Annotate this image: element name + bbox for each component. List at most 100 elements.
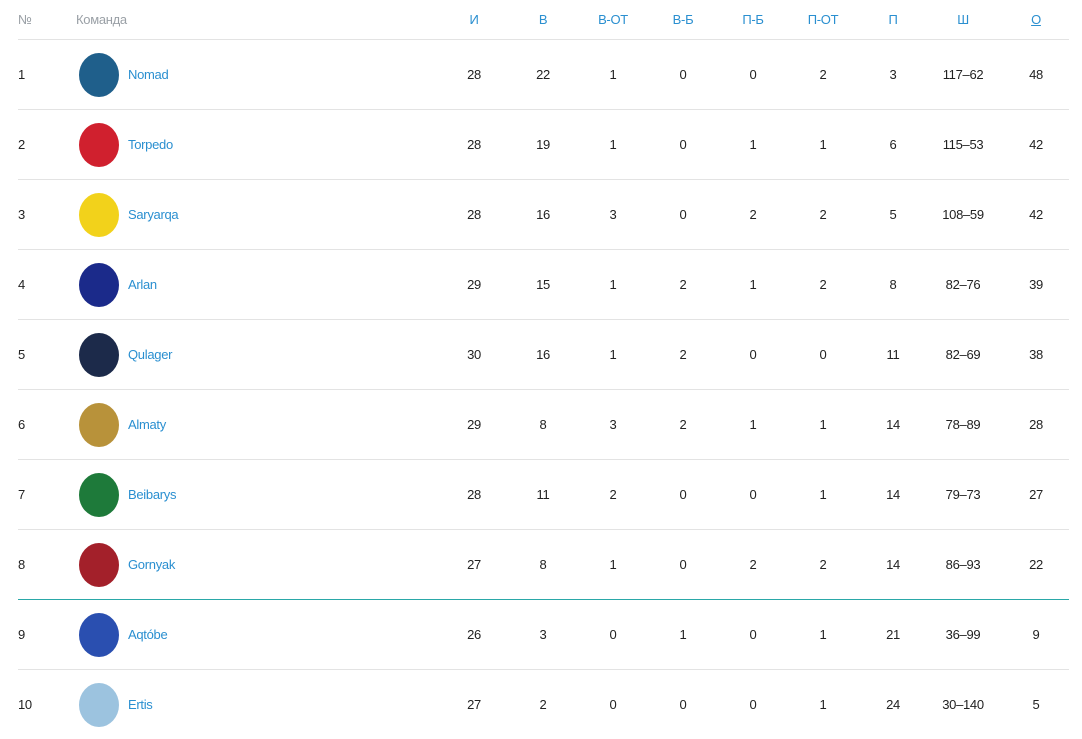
cell-goals: 79–73: [945, 487, 981, 502]
team-logo-icon[interactable]: [76, 120, 122, 170]
cell-otw: 1: [609, 277, 617, 292]
cell-otw: 1: [609, 137, 617, 152]
team-logo-icon[interactable]: [76, 610, 122, 660]
table-header: № Команда И В В-ОТ В-Б П-Б П-ОТ П Ш О: [18, 0, 1069, 40]
team-name-link[interactable]: Almaty: [128, 417, 166, 432]
cell-sow: 1: [679, 627, 687, 642]
team-cell: Nomad: [76, 40, 376, 109]
header-otl[interactable]: П-ОТ: [807, 12, 839, 27]
team-name-link[interactable]: Ertis: [128, 697, 153, 712]
cell-otl: 2: [819, 207, 827, 222]
cell-otw: 3: [609, 207, 617, 222]
cell-gp: 27: [467, 697, 481, 712]
cell-otw: 3: [609, 417, 617, 432]
cell-goals: 86–93: [945, 557, 981, 572]
cell-l: 24: [886, 697, 900, 712]
header-pos: №: [18, 12, 32, 27]
cell-pts: 9: [1032, 627, 1040, 642]
cell-otw: 1: [609, 557, 617, 572]
cell-gp: 28: [467, 67, 481, 82]
cell-pts: 5: [1032, 697, 1040, 712]
team-name-link[interactable]: Torpedo: [128, 137, 173, 152]
cell-sol: 1: [749, 137, 757, 152]
header-l[interactable]: П: [888, 12, 898, 27]
cell-sol: 1: [749, 417, 757, 432]
cell-sow: 2: [679, 417, 687, 432]
header-sow[interactable]: В-Б: [672, 12, 694, 27]
cell-l: 11: [886, 347, 900, 362]
standings-table: № Команда И В В-ОТ В-Б П-Б П-ОТ П Ш О 1 …: [18, 0, 1069, 739]
team-name-link[interactable]: Arlan: [128, 277, 157, 292]
cell-pts: 22: [1029, 557, 1043, 572]
header-goals[interactable]: Ш: [957, 12, 969, 27]
cell-w: 11: [536, 487, 550, 502]
team-name-link[interactable]: Aqtóbe: [128, 627, 168, 642]
table-row: 8 Gornyak 27 8 1 0 2 2 14 86–93 22: [18, 530, 1069, 600]
cell-l: 14: [886, 417, 900, 432]
position: 1: [18, 67, 25, 82]
team-cell: Arlan: [76, 250, 376, 319]
cell-otl: 1: [819, 487, 827, 502]
team-logo-icon[interactable]: [76, 540, 122, 590]
cell-sow: 0: [679, 697, 687, 712]
cell-w: 22: [536, 67, 550, 82]
header-otw[interactable]: В-ОТ: [598, 12, 628, 27]
cell-otw: 1: [609, 347, 617, 362]
cell-pts: 48: [1029, 67, 1043, 82]
cell-otl: 2: [819, 557, 827, 572]
team-logo-icon[interactable]: [76, 470, 122, 520]
header-team: Команда: [76, 12, 127, 27]
table-row: 4 Arlan 29 15 1 2 1 2 8 82–76 39: [18, 250, 1069, 320]
cell-otw: 1: [609, 67, 617, 82]
cell-goals: 30–140: [942, 697, 984, 712]
cell-sol: 0: [749, 67, 757, 82]
table-row: 3 Saryarqa 28 16 3 0 2 2 5 108–59 42: [18, 180, 1069, 250]
header-gp[interactable]: И: [469, 12, 479, 27]
cell-w: 2: [539, 697, 547, 712]
position: 2: [18, 137, 25, 152]
cell-otl: 1: [819, 627, 827, 642]
cell-otw: 2: [609, 487, 617, 502]
team-logo-icon[interactable]: [76, 680, 122, 730]
team-name-link[interactable]: Qulager: [128, 347, 173, 362]
cell-sol: 0: [749, 347, 757, 362]
team-cell: Torpedo: [76, 110, 376, 179]
team-cell: Beibarys: [76, 460, 376, 529]
header-w[interactable]: В: [538, 12, 548, 27]
team-name-link[interactable]: Nomad: [128, 67, 169, 82]
cell-otw: 0: [609, 697, 617, 712]
table-row: 10 Ertis 27 2 0 0 0 1 24 30–140 5: [18, 670, 1069, 739]
position: 4: [18, 277, 25, 292]
team-name-link[interactable]: Beibarys: [128, 487, 177, 502]
cell-sol: 2: [749, 207, 757, 222]
position: 9: [18, 627, 25, 642]
team-name-link[interactable]: Gornyak: [128, 557, 176, 572]
header-pts[interactable]: О: [1031, 12, 1041, 27]
team-cell: Gornyak: [76, 530, 376, 599]
team-logo-icon[interactable]: [76, 190, 122, 240]
team-name-link[interactable]: Saryarqa: [128, 207, 179, 222]
table-row: 9 Aqtóbe 26 3 0 1 0 1 21 36–99 9: [18, 600, 1069, 670]
cell-w: 15: [536, 277, 550, 292]
cell-l: 3: [889, 67, 897, 82]
cell-w: 19: [536, 137, 550, 152]
cell-sol: 2: [749, 557, 757, 572]
cell-sow: 0: [679, 557, 687, 572]
cell-goals: 78–89: [945, 417, 981, 432]
table-row: 1 Nomad 28 22 1 0 0 2 3 117–62 48: [18, 40, 1069, 110]
header-sol[interactable]: П-Б: [742, 12, 764, 27]
position: 5: [18, 347, 25, 362]
table-row: 2 Torpedo 28 19 1 0 1 1 6 115–53 42: [18, 110, 1069, 180]
team-logo-icon[interactable]: [76, 260, 122, 310]
team-logo-icon[interactable]: [76, 400, 122, 450]
team-logo-icon[interactable]: [76, 330, 122, 380]
cell-otl: 1: [819, 137, 827, 152]
cell-otl: 2: [819, 67, 827, 82]
cell-pts: 28: [1029, 417, 1043, 432]
cell-l: 8: [889, 277, 897, 292]
cell-otl: 1: [819, 417, 827, 432]
team-cell: Ertis: [76, 670, 376, 739]
team-logo-icon[interactable]: [76, 50, 122, 100]
cell-gp: 28: [467, 487, 481, 502]
cell-pts: 39: [1029, 277, 1043, 292]
